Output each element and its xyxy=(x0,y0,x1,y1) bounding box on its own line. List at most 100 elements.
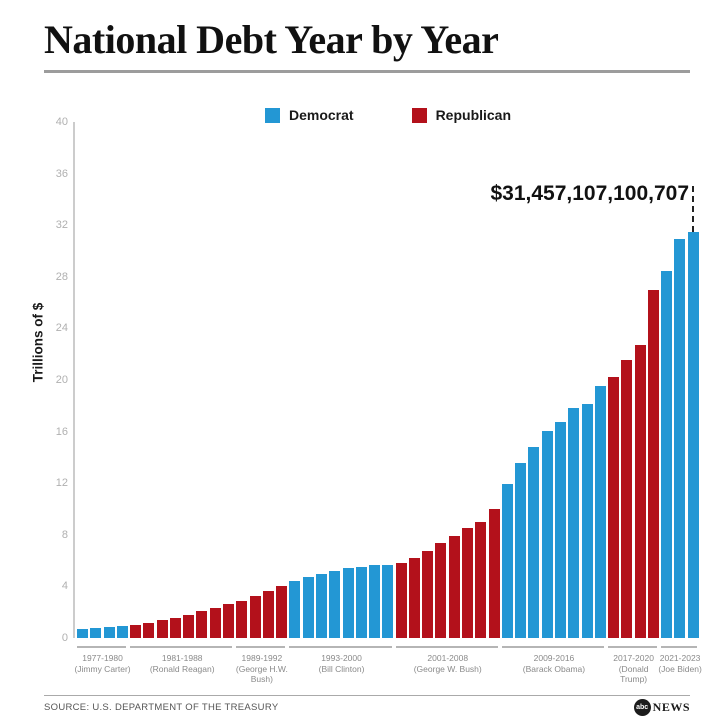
y-tick-4: 4 xyxy=(61,580,68,593)
bar-2017 xyxy=(608,376,620,638)
y-tick-24: 24 xyxy=(55,322,68,335)
group-years: 2021-2023 xyxy=(659,653,701,663)
group-label-2001-2008: 2001-2008 (George W. Bush) xyxy=(378,653,518,674)
annotation-dashed-line xyxy=(692,186,694,232)
group-label-1993-2000: 1993-2000 (Bill Clinton) xyxy=(272,653,412,674)
bar-2021 xyxy=(661,271,673,638)
bar-2002 xyxy=(408,557,420,638)
y-tick-16: 16 xyxy=(55,425,68,438)
group-president: (Donald Trump) xyxy=(618,663,649,685)
group-line-1981-1988 xyxy=(130,646,233,648)
bar-1994 xyxy=(302,577,314,638)
bar-2023 xyxy=(687,232,699,638)
group-label-1989-1992: 1989-1992 (George H.W. Bush) xyxy=(226,653,298,685)
bar-2013 xyxy=(554,422,566,638)
y-axis-line xyxy=(73,122,75,638)
group-years: 2001-2008 xyxy=(427,653,469,663)
legend-item-democrat: Democrat xyxy=(264,107,354,123)
group-label-1981-1988: 1981-1988 (Ronald Reagan) xyxy=(112,653,252,674)
debt-total-annotation: $31,457,107,100,707 xyxy=(490,182,689,205)
group-years: 1993-2000 xyxy=(321,653,362,663)
group-label-2009-2016: 2009-2016 (Barack Obama) xyxy=(484,653,624,674)
bar-1980 xyxy=(116,626,128,638)
bar-2010 xyxy=(515,463,527,638)
bar-2000 xyxy=(382,564,394,638)
bar-1997 xyxy=(342,568,354,638)
abc-news-wordmark: NEWS xyxy=(652,700,690,714)
group-president: (Bill Clinton) xyxy=(318,663,365,674)
y-tick-20: 20 xyxy=(55,374,68,386)
y-tick-36: 36 xyxy=(55,167,68,180)
bar-1988 xyxy=(223,604,235,638)
group-years: 2017-2020 xyxy=(613,653,654,663)
bar-2016 xyxy=(594,385,606,638)
bar-1979 xyxy=(103,627,115,638)
bar-1999 xyxy=(369,564,381,638)
footer-divider xyxy=(44,695,690,696)
bar-1991 xyxy=(262,590,274,638)
bar-1993 xyxy=(289,581,301,638)
chart-legend: Democrat Republican xyxy=(76,106,700,124)
y-tick-0: 0 xyxy=(61,632,68,644)
page-title: National Debt Year by Year xyxy=(44,17,499,62)
bar-2011 xyxy=(528,447,540,638)
bar-1987 xyxy=(209,607,221,638)
republican-color-swatch xyxy=(411,107,427,123)
group-years: 1981-1988 xyxy=(161,653,203,663)
bar-1998 xyxy=(355,566,367,638)
group-president: (Barack Obama) xyxy=(522,663,586,674)
group-years: 2009-2016 xyxy=(533,653,575,663)
bar-2015 xyxy=(581,403,593,638)
group-line-2001-2008 xyxy=(395,646,498,648)
group-president: (George H.W. Bush) xyxy=(235,663,288,685)
group-president: (Jimmy Carter) xyxy=(74,663,131,674)
bar-2006 xyxy=(462,528,474,638)
abc-logo-icon: abc xyxy=(633,699,651,716)
bar-1982 xyxy=(143,623,155,638)
bar-2001 xyxy=(395,563,407,638)
bar-2019 xyxy=(634,344,646,638)
y-tick-8: 8 xyxy=(61,528,68,541)
group-president: (Joe Biden) xyxy=(658,663,702,674)
bar-1996 xyxy=(329,570,341,638)
bar-2018 xyxy=(621,360,633,638)
bar-1995 xyxy=(315,573,327,638)
group-line-2021-2023 xyxy=(661,646,697,648)
bar-2005 xyxy=(448,535,460,638)
abc-news-logo: abc NEWS xyxy=(633,699,690,716)
source-credit: SOURCE: U.S. DEPARTMENT OF THE TREASURY xyxy=(44,702,279,713)
group-line-1977-1980 xyxy=(77,646,127,648)
bar-1977 xyxy=(77,628,88,638)
bar-1992 xyxy=(276,585,288,638)
y-tick-32: 32 xyxy=(55,219,68,232)
group-president: (Ronald Reagan) xyxy=(149,663,215,674)
legend-label-democrat: Democrat xyxy=(288,107,354,123)
group-label-2021-2023: 2021-2023 (Joe Biden) xyxy=(658,653,702,674)
bar-1986 xyxy=(196,610,208,638)
bar-2012 xyxy=(541,430,553,638)
bar-1989 xyxy=(236,601,248,638)
bar-1978 xyxy=(90,628,102,638)
bar-2008 xyxy=(488,508,500,638)
bar-2007 xyxy=(475,521,487,638)
group-president: (George W. Bush) xyxy=(413,663,482,674)
group-label-2017-2020: 2017-2020 (Donald Trump) xyxy=(607,653,661,685)
bar-2009 xyxy=(501,484,513,638)
bar-2004 xyxy=(435,542,447,638)
group-line-1993-2000 xyxy=(289,646,392,648)
bar-2020 xyxy=(647,290,659,638)
bar-1981 xyxy=(130,625,142,638)
group-line-2009-2016 xyxy=(501,646,605,648)
group-line-1989-1992 xyxy=(236,646,286,648)
legend-label-republican: Republican xyxy=(435,107,512,123)
bar-1985 xyxy=(183,614,195,638)
democrat-color-swatch xyxy=(264,107,280,123)
bar-1984 xyxy=(169,617,181,638)
bar-1990 xyxy=(249,596,261,638)
bar-1983 xyxy=(156,620,168,638)
group-label-1977-1980: 1977-1980 (Jimmy Carter) xyxy=(61,653,145,674)
y-tick-28: 28 xyxy=(55,270,68,283)
bar-2022 xyxy=(674,239,686,638)
